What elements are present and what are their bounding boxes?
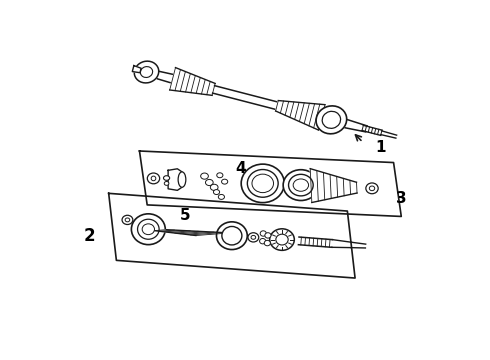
Polygon shape	[168, 169, 182, 190]
Text: 4: 4	[235, 161, 246, 176]
Polygon shape	[154, 230, 230, 235]
Text: 1: 1	[376, 140, 386, 155]
Ellipse shape	[219, 194, 224, 199]
Ellipse shape	[201, 173, 208, 179]
Ellipse shape	[221, 179, 228, 184]
Ellipse shape	[205, 179, 213, 185]
Ellipse shape	[316, 106, 347, 134]
Ellipse shape	[138, 219, 159, 239]
Ellipse shape	[125, 218, 130, 222]
Ellipse shape	[122, 215, 133, 225]
Polygon shape	[132, 66, 141, 73]
Ellipse shape	[322, 111, 341, 129]
Ellipse shape	[289, 174, 313, 196]
Ellipse shape	[222, 226, 242, 245]
Ellipse shape	[247, 170, 278, 197]
Ellipse shape	[210, 184, 218, 190]
Ellipse shape	[270, 229, 294, 250]
Polygon shape	[275, 100, 325, 130]
Ellipse shape	[217, 222, 247, 249]
Ellipse shape	[147, 173, 160, 184]
Ellipse shape	[260, 238, 266, 244]
Ellipse shape	[214, 190, 220, 194]
Ellipse shape	[164, 181, 169, 185]
Ellipse shape	[276, 234, 288, 245]
Ellipse shape	[164, 176, 170, 180]
Ellipse shape	[251, 235, 256, 239]
Ellipse shape	[265, 233, 271, 238]
Polygon shape	[109, 193, 355, 278]
Ellipse shape	[178, 172, 186, 187]
Ellipse shape	[141, 67, 152, 77]
Ellipse shape	[151, 176, 156, 181]
Polygon shape	[310, 168, 357, 202]
Ellipse shape	[260, 231, 267, 236]
Ellipse shape	[252, 174, 273, 193]
Ellipse shape	[283, 170, 318, 201]
Ellipse shape	[369, 186, 375, 191]
Ellipse shape	[264, 240, 270, 246]
Ellipse shape	[217, 173, 223, 178]
Ellipse shape	[241, 164, 284, 203]
Text: 3: 3	[396, 191, 406, 206]
Text: 2: 2	[84, 227, 95, 245]
Polygon shape	[140, 151, 401, 216]
Ellipse shape	[131, 214, 165, 245]
Ellipse shape	[366, 183, 378, 194]
Ellipse shape	[248, 233, 259, 242]
Text: 5: 5	[180, 208, 191, 222]
Ellipse shape	[134, 61, 159, 83]
Polygon shape	[170, 68, 215, 95]
Ellipse shape	[142, 224, 154, 235]
Ellipse shape	[293, 179, 309, 191]
